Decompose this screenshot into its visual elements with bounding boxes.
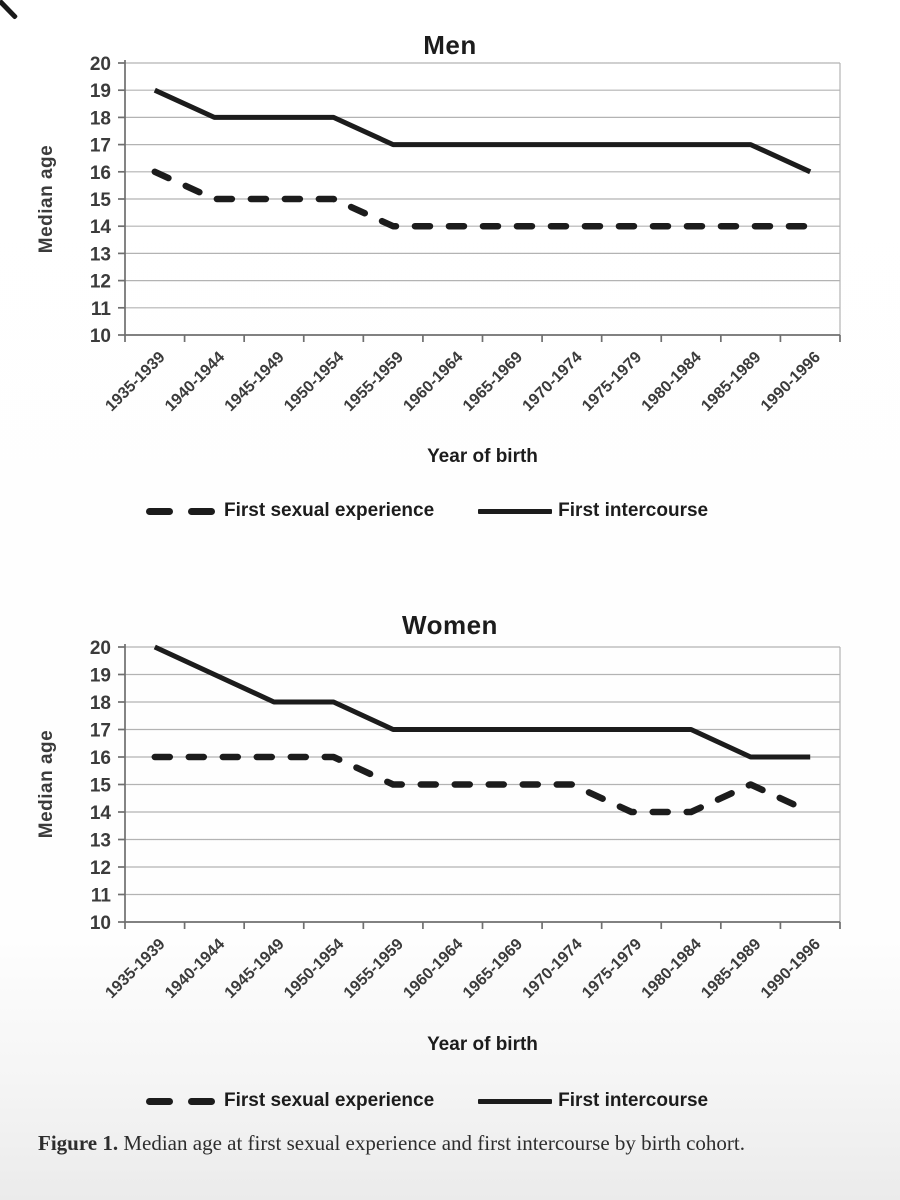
x-tick-label: 1985-1989 (698, 936, 764, 1002)
y-tick-label: 14 (90, 217, 112, 238)
y-tick-label: 10 (90, 913, 111, 934)
men-chart-title: Men (423, 29, 477, 60)
y-tick-label: 16 (90, 163, 111, 184)
figure-caption-label: Figure 1. (38, 1131, 119, 1155)
y-tick-label: 15 (90, 776, 112, 797)
x-tick-label: 1955-1959 (341, 936, 407, 1002)
solid-line-sample (478, 508, 553, 514)
y-tick-label: 13 (90, 244, 111, 265)
x-tick-label: 1945-1949 (222, 349, 288, 415)
y-tick-label: 15 (90, 190, 112, 211)
men-x-axis-title: Year of birth (427, 446, 538, 467)
figure-caption: Figure 1. Median age at first sexual exp… (38, 1128, 864, 1158)
x-tick-label: 1935-1939 (102, 936, 168, 1002)
series-line-dashed (151, 168, 814, 230)
y-tick-label: 17 (90, 721, 111, 742)
x-tick-label: 1950-1954 (281, 349, 347, 415)
x-tick-label: 1965-1969 (460, 349, 526, 415)
x-tick-label: 1970-1974 (520, 936, 586, 1002)
y-tick-label: 12 (90, 858, 111, 879)
y-tick-label: 20 (90, 638, 111, 659)
women-chart-plot: 10 11 12 13 14 15 16 17 18 19 20 1935-19391940-1944… (90, 638, 841, 1002)
legend-label-first-intercourse: First intercourse (558, 500, 709, 521)
x-tick-label: 1985-1989 (698, 349, 764, 415)
x-tick-label: 1950-1954 (281, 936, 347, 1002)
y-tick-label: 19 (90, 81, 111, 102)
x-tick-label: 1940-1944 (162, 936, 228, 1002)
dashed-line-sample (146, 1097, 215, 1105)
legend-label-first-intercourse: First intercourse (558, 1090, 709, 1111)
x-tick-label: 1945-1949 (222, 936, 288, 1002)
y-tick-label: 10 (90, 326, 111, 347)
series-line-solid (153, 87, 812, 175)
women-legend: First sexual experience First intercours… (146, 1088, 708, 1114)
x-tick-label: 1940-1944 (162, 349, 228, 415)
x-tick-label: 1960-1964 (400, 936, 466, 1002)
y-tick-label: 20 (90, 54, 111, 75)
x-tick-label: 1975-1979 (579, 349, 645, 415)
y-tick-label: 11 (91, 299, 112, 320)
y-tick-label: 17 (90, 136, 111, 157)
y-tick-label: 18 (90, 693, 111, 714)
y-tick-label: 12 (90, 272, 111, 293)
y-tick-label: 14 (90, 803, 112, 824)
x-tick-label: 1960-1964 (400, 349, 466, 415)
y-tick-label: 13 (90, 831, 111, 852)
scan-artifact (0, 0, 19, 20)
men-chart-plot: 10 11 12 13 14 15 16 17 18 19 20 1935-19391940-1944… (90, 54, 841, 415)
legend-label-first-sexual-experience: First sexual experience (224, 1090, 435, 1111)
y-tick-label: 18 (90, 108, 111, 129)
x-tick-label: 1990-1996 (758, 936, 824, 1002)
figure-caption-text: Median age at first sexual experience an… (123, 1131, 745, 1155)
series-line-solid (153, 644, 811, 760)
legend-label-first-sexual-experience: First sexual experience (224, 500, 435, 521)
x-tick-label: 1990-1996 (758, 349, 824, 415)
solid-line-sample (478, 1098, 553, 1104)
x-tick-label: 1975-1979 (579, 936, 645, 1002)
x-tick-label: 1970-1974 (520, 349, 586, 415)
women-chart-title: Women (402, 609, 498, 640)
x-tick-label: 1980-1984 (639, 349, 705, 415)
women-x-axis-title: Year of birth (427, 1034, 538, 1055)
x-tick-label: 1955-1959 (341, 349, 407, 415)
y-tick-label: 19 (90, 666, 111, 687)
series-line-dashed (151, 753, 814, 816)
x-tick-label: 1980-1984 (639, 936, 705, 1002)
x-tick-label: 1965-1969 (460, 936, 526, 1002)
x-tick-label: 1935-1939 (102, 349, 168, 415)
y-tick-label: 11 (91, 886, 112, 907)
men-legend: First sexual experience First intercours… (146, 498, 708, 524)
dashed-line-sample (146, 507, 215, 515)
y-tick-label: 16 (90, 748, 111, 769)
